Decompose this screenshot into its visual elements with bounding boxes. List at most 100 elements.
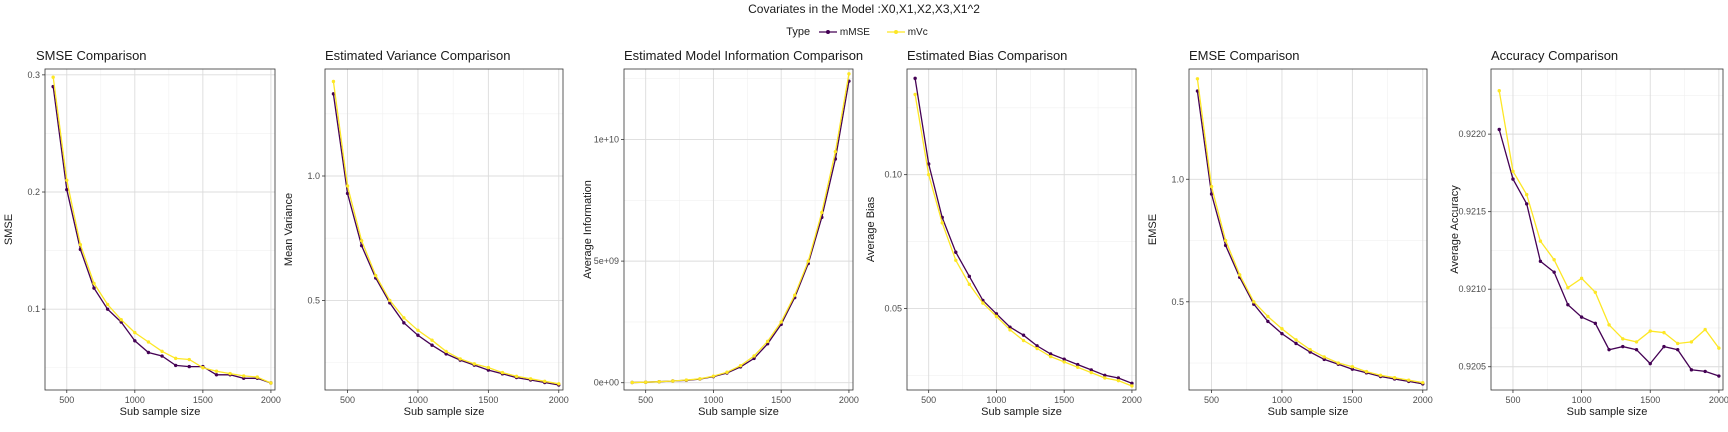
point-mmse xyxy=(1511,177,1515,181)
point-mmse xyxy=(1524,202,1529,206)
point-mvc xyxy=(1322,355,1326,359)
panel-title-5: EMSE Comparison xyxy=(1189,48,1300,63)
point-mvc xyxy=(1021,338,1026,343)
point-mmse xyxy=(1035,344,1039,348)
panel-title-3: Estimated Model Information Comparison xyxy=(624,48,864,63)
point-mvc xyxy=(1294,338,1298,342)
point-mvc xyxy=(373,273,378,278)
point-mvc xyxy=(1406,378,1411,382)
point-mvc xyxy=(1103,376,1107,380)
point-mvc xyxy=(752,354,756,358)
chart-panel-1: 500 1000 1500 2000 0.1 0.2 0.3 Sub sample size S… xyxy=(3,68,281,418)
point-mvc xyxy=(1308,347,1312,352)
point-mvc xyxy=(765,339,770,344)
chart-panel-4: 500 1000 1500 2000 0.05 0.10 Sub sample size Av… xyxy=(865,68,1142,418)
x-tick-label: 2000 xyxy=(1709,395,1728,405)
point-mvc xyxy=(542,379,547,383)
point-mmse xyxy=(1008,325,1012,329)
point-mvc xyxy=(1035,346,1039,351)
x-axis-label: Sub sample size xyxy=(981,406,1062,418)
point-mvc xyxy=(146,340,151,344)
point-mmse xyxy=(1280,331,1284,336)
point-mmse xyxy=(1717,374,1721,378)
y-tick-label: 0e+00 xyxy=(594,378,619,388)
point-mvc xyxy=(820,210,824,215)
point-mvc xyxy=(514,374,519,379)
x-tick-label: 500 xyxy=(59,395,74,405)
point-mvc xyxy=(444,349,448,354)
point-mvc xyxy=(725,370,729,374)
point-mvc xyxy=(738,363,743,368)
x-tick-label: 1500 xyxy=(1640,395,1660,405)
point-mvc xyxy=(1350,365,1355,369)
point-mvc xyxy=(1209,184,1214,189)
point-mvc xyxy=(528,377,533,381)
x-tick-label: 1500 xyxy=(478,395,498,405)
x-axis-label: Sub sample size xyxy=(1268,406,1349,418)
point-mmse xyxy=(1266,319,1270,324)
point-mvc xyxy=(486,365,491,370)
point-mvc xyxy=(1566,285,1570,290)
x-tick-label: 1500 xyxy=(1342,395,1362,405)
point-mvc xyxy=(133,330,137,335)
point-mvc xyxy=(105,302,110,307)
point-mmse xyxy=(1350,367,1355,371)
point-mmse xyxy=(65,187,69,192)
point-mmse xyxy=(402,321,406,325)
point-mmse xyxy=(994,312,999,316)
point-mvc xyxy=(500,370,505,375)
point-mvc xyxy=(1579,276,1584,281)
point-mvc xyxy=(1089,370,1093,375)
y-tick-label: 0.2 xyxy=(27,187,40,197)
point-mmse xyxy=(359,243,364,248)
point-mmse xyxy=(1130,381,1134,386)
x-tick-label: 500 xyxy=(638,395,653,405)
point-mvc xyxy=(92,281,96,286)
point-mvc xyxy=(331,79,336,84)
point-mvc xyxy=(1116,378,1121,383)
point-mmse xyxy=(331,92,336,96)
y-tick-label: 1e+10 xyxy=(594,135,619,145)
y-tick-label: 0.9220 xyxy=(1458,129,1486,139)
point-mvc xyxy=(430,338,434,342)
point-mvc xyxy=(458,357,462,361)
x-tick-label: 1500 xyxy=(771,395,791,405)
point-mmse xyxy=(1648,361,1652,366)
point-mmse xyxy=(214,373,219,377)
point-mvc xyxy=(913,92,917,97)
series-line-mvc xyxy=(914,94,1133,387)
point-mvc xyxy=(1511,169,1515,174)
point-mvc xyxy=(671,379,675,383)
point-mvc xyxy=(643,380,648,384)
x-tick-label: 1500 xyxy=(1054,395,1074,405)
y-axis-label: Average Bias xyxy=(865,196,877,262)
legend-item-mvc: mVc xyxy=(886,27,928,38)
series-line-mvc xyxy=(332,81,559,385)
point-mvc xyxy=(630,380,634,385)
point-mvc xyxy=(51,75,55,79)
series-line-mvc xyxy=(1196,78,1423,384)
point-mvc xyxy=(255,375,260,379)
point-mvc xyxy=(1538,239,1543,243)
legend: Type mMSE mVc xyxy=(0,26,1728,38)
x-tick-label: 1000 xyxy=(125,395,145,405)
series-line-mmse xyxy=(914,78,1133,384)
point-mvc xyxy=(940,221,944,225)
legend-key-mmse xyxy=(818,29,837,34)
point-mmse xyxy=(241,376,246,380)
point-mmse xyxy=(1703,369,1707,374)
x-tick-label: 2000 xyxy=(1122,395,1142,405)
y-tick-label: 5e+09 xyxy=(594,256,619,266)
point-mmse xyxy=(1552,270,1556,274)
point-mmse xyxy=(1634,347,1639,352)
legend-label-mmse: mMSE xyxy=(839,26,870,38)
point-mvc xyxy=(402,316,406,320)
point-mmse xyxy=(1116,376,1121,380)
series-line-mvc xyxy=(1498,90,1720,349)
point-mmse xyxy=(1538,259,1543,263)
point-mvc xyxy=(1607,323,1611,327)
point-mmse xyxy=(1566,303,1570,307)
panel-border xyxy=(1490,68,1724,391)
panel-border xyxy=(44,68,276,391)
point-mmse xyxy=(1579,315,1584,319)
